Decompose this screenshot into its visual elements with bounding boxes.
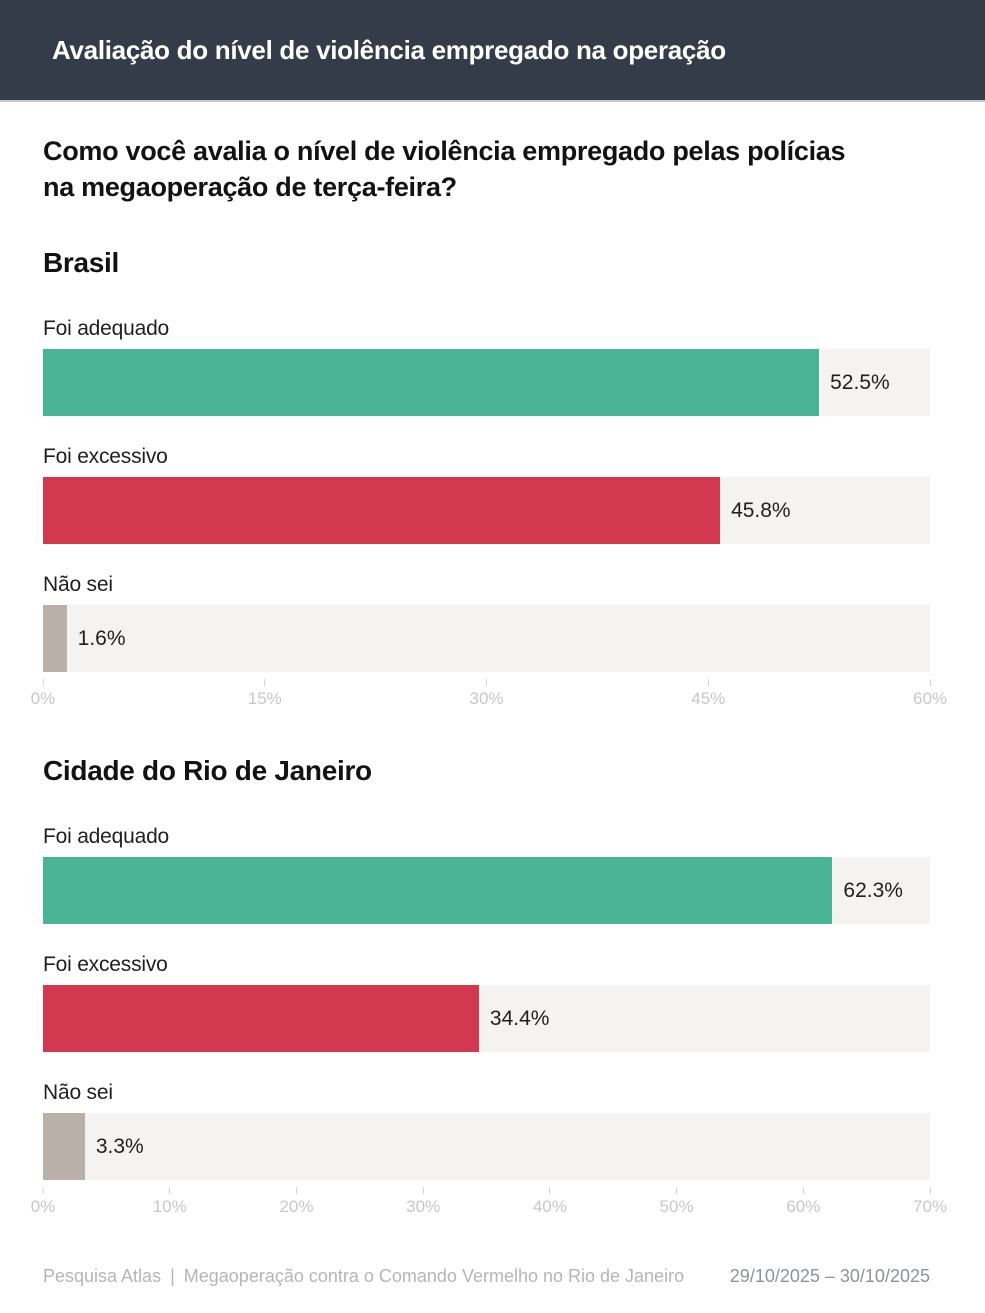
x-axis-tick: 0% (30, 679, 56, 709)
x-axis-tick: 50% (660, 1187, 694, 1217)
footer-separator: | (170, 1266, 175, 1286)
x-axis-tick-mark (929, 1187, 931, 1195)
survey-question: Como você avalia o nível de violência em… (43, 136, 846, 202)
bar-track: 1.6% (43, 605, 930, 673)
x-axis-tick-label: 60% (786, 1197, 821, 1217)
x-axis-tick: 60% (786, 1187, 820, 1217)
x-axis-tick: 10% (153, 1187, 187, 1217)
bar (43, 857, 833, 925)
x-axis-tick-mark (676, 1187, 678, 1195)
x-axis-tick-mark (707, 679, 709, 687)
bar-category-label: Foi excessivo (43, 445, 168, 469)
x-axis-tick-mark (422, 1187, 424, 1195)
bar-value-label: 62.3% (843, 878, 903, 902)
bar-row: Foi adequado 52.5% (43, 317, 930, 417)
x-axis-tick-mark (549, 1187, 551, 1195)
x-axis-tick: 40% (533, 1187, 567, 1217)
x-axis-tick-label: 30% (469, 689, 504, 709)
bar-category-label: Foi adequado (43, 317, 170, 341)
bar-category-label: Foi adequado (43, 825, 170, 849)
x-axis: 0% 15% 30% 45% 60% (31, 679, 947, 713)
x-axis-tick-label: 10% (152, 1197, 187, 1217)
bar (43, 349, 820, 417)
bar-track: 3.3% (43, 1113, 930, 1181)
bar-value-label: 45.8% (731, 498, 791, 522)
section-title-rio: Cidade do Rio de Janeiro (43, 755, 372, 787)
x-axis: 0% 10% 20% 30% 40% 50% 60% 70% (31, 1187, 947, 1221)
bar (43, 477, 721, 545)
section-title-brasil: Brasil (43, 247, 120, 279)
bar-track: 45.8% (43, 477, 930, 545)
bar-category-label: Não sei (43, 573, 113, 597)
bar-row: Não sei 3.3% (43, 1081, 930, 1181)
bar-row: Foi adequado 62.3% (43, 825, 930, 925)
footer-source: Pesquisa Atlas (43, 1266, 162, 1286)
bar-value-label: 52.5% (830, 370, 890, 394)
x-axis-tick-mark (929, 679, 931, 687)
bar (43, 605, 67, 673)
bar-track: 52.5% (43, 349, 930, 417)
x-axis-tick: 45% (691, 679, 725, 709)
footer: Pesquisa Atlas | Megaoperação contra o Com… (43, 1266, 930, 1287)
x-axis-tick: 70% (913, 1187, 947, 1217)
x-axis-tick-label: 20% (279, 1197, 314, 1217)
x-axis-tick-mark (486, 679, 487, 687)
bar-category-label: Não sei (43, 1081, 113, 1105)
bar-row: Foi excessivo 45.8% (43, 445, 930, 545)
x-axis-tick: 0% (30, 1187, 56, 1217)
x-axis-tick-label: 40% (532, 1197, 567, 1217)
bar-row: Não sei 1.6% (43, 573, 930, 673)
x-axis-tick-mark (42, 1187, 44, 1195)
page-title: Avaliação do nível de violência empregad… (52, 34, 726, 65)
x-axis-tick-mark (295, 1187, 297, 1195)
bar (43, 1113, 85, 1181)
x-axis-tick-label: 60% (912, 689, 948, 709)
x-axis-tick: 20% (279, 1187, 313, 1217)
bar-chart-rio: Foi adequado 62.3% Foi excessivo 34.4% Não s… (31, 825, 947, 1221)
bar-category-label: Foi excessivo (43, 953, 168, 977)
x-axis-tick-label: 45% (691, 689, 726, 709)
bar-row: Foi excessivo 34.4% (43, 953, 930, 1053)
x-axis-tick-mark (802, 1187, 804, 1195)
bar-value-label: 1.6% (77, 626, 126, 650)
x-axis-tick: 15% (248, 679, 282, 709)
bar-chart-brasil: Foi adequado 52.5% Foi excessivo 45.8% Não s… (31, 317, 947, 713)
header-bar: Avaliação do nível de violência empregad… (0, 0, 985, 102)
bar-value-label: 34.4% (489, 1006, 550, 1030)
x-axis-tick-label: 0% (30, 689, 56, 709)
chart-section-rio: Cidade do Rio de Janeiro Foi adequado 62.… (31, 755, 947, 1221)
bar-track: 34.4% (43, 985, 930, 1053)
x-axis-tick: 30% (469, 679, 504, 709)
bar (43, 985, 479, 1053)
main-content: Como você avalia o nível de violência em… (0, 134, 985, 1221)
x-axis-tick-mark (169, 1187, 171, 1195)
x-axis-tick-label: 15% (247, 689, 282, 709)
x-axis-tick-mark (42, 679, 44, 687)
x-axis-tick: 60% (913, 679, 947, 709)
x-axis-tick-label: 50% (659, 1197, 694, 1217)
footer-description: Megaoperação contra o Comando Vermelho n… (183, 1266, 685, 1286)
bar-value-label: 3.3% (95, 1134, 144, 1158)
footer-source-line: Pesquisa Atlas | Megaoperação contra o Com… (43, 1266, 684, 1287)
x-axis-tick-label: 0% (30, 1197, 56, 1217)
footer-date-range: 29/10/2025 – 30/10/2025 (729, 1266, 930, 1286)
chart-section-brasil: Brasil Foi adequado 52.5% Foi excessivo 45.… (31, 247, 947, 713)
bar-track: 62.3% (43, 857, 930, 925)
x-axis-tick-label: 70% (912, 1197, 948, 1217)
x-axis-tick-mark (264, 679, 266, 687)
x-axis-tick-label: 30% (406, 1197, 441, 1217)
x-axis-tick: 30% (406, 1187, 440, 1217)
